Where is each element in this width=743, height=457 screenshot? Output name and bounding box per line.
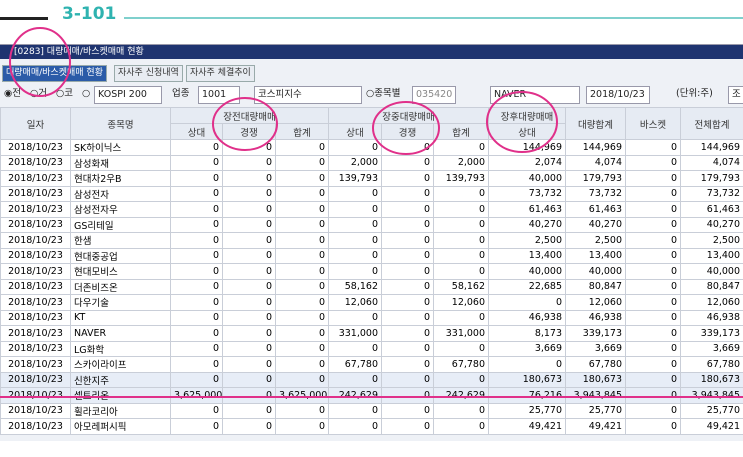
column-header: 전체합계 bbox=[680, 107, 743, 140]
highlight-circle bbox=[9, 27, 71, 97]
table-row: 2018/10/23 휠라코리아 0 0 0 0 0 0 25,770 25,770 0 25,770 bbox=[0, 402, 743, 419]
highlight-circle bbox=[212, 97, 278, 151]
column-header: 장후대량매매 bbox=[488, 107, 567, 124]
column-subheader: 경쟁 bbox=[222, 123, 276, 140]
number-cell: 0 bbox=[381, 371, 435, 388]
table-row: 2018/10/23 신한지주 0 0 0 0 0 0 180,673 180,673 0 180,6… bbox=[0, 371, 743, 388]
radio[interactable]: ○거 bbox=[30, 88, 48, 99]
radio-label: 전 bbox=[12, 88, 22, 99]
number-cell: 3,625,000 bbox=[274, 387, 330, 404]
number-cell: 0 bbox=[170, 371, 223, 388]
number-cell: 0 bbox=[433, 418, 490, 435]
table-row: 2018/10/23 한샘 0 0 0 0 0 0 2,500 2,500 0 2,500 bbox=[0, 232, 743, 249]
tab[interactable]: 대량매매/바스켓매매 현황 bbox=[2, 65, 107, 82]
radio[interactable]: ○코 bbox=[56, 88, 74, 99]
stock-code[interactable]: 035420 bbox=[412, 86, 456, 104]
tab[interactable]: 자사주 신청내역 bbox=[114, 65, 183, 82]
column-subheader: 경쟁 bbox=[381, 123, 435, 140]
radio-label: 종목별 bbox=[374, 88, 401, 99]
name-cell: 신한지주 bbox=[70, 371, 171, 388]
radio[interactable]: ◉전 bbox=[4, 88, 22, 99]
number-cell: 242,629 bbox=[433, 387, 490, 404]
number-cell: 0 bbox=[625, 387, 682, 404]
column-header: 장전대량매매 bbox=[169, 107, 330, 124]
highlight-circle bbox=[372, 101, 440, 155]
table-row: 2018/10/23 현대모비스 0 0 0 0 0 0 40,000 40,000 0 40,000 bbox=[0, 263, 743, 280]
number-cell: 0 bbox=[433, 371, 490, 388]
header-row: 상대 경쟁 합계 상대 경쟁 합계 상대 bbox=[1, 123, 743, 140]
radio[interactable]: ○ bbox=[82, 88, 91, 99]
number-cell: 3,943,845 bbox=[565, 387, 627, 404]
section-number: 3-101 bbox=[62, 4, 117, 24]
date[interactable]: 2018/10/23 bbox=[586, 86, 650, 104]
column-header: 종목명 bbox=[70, 107, 171, 140]
number-cell: 49,421 bbox=[680, 418, 743, 435]
number-cell: 0 bbox=[274, 418, 330, 435]
sector-code[interactable]: 1001 bbox=[198, 86, 240, 104]
column-subheader: 합계 bbox=[274, 123, 330, 140]
number-cell: 0 bbox=[381, 418, 435, 435]
table-row: 2018/10/23 삼성전자우 0 0 0 0 0 0 61,463 61,463 0 61,463 bbox=[0, 201, 743, 218]
sector-name: 코스피지수 bbox=[254, 86, 362, 104]
query-button[interactable]: 조 bbox=[728, 86, 743, 104]
column-subheader: 합계 bbox=[433, 123, 490, 140]
sector-label: 업종 bbox=[172, 88, 190, 99]
highlight-circle bbox=[486, 91, 558, 153]
number-cell: 0 bbox=[274, 371, 330, 388]
unit: (단위:주) bbox=[676, 88, 713, 99]
table-row: 2018/10/23 GS리테일 0 0 0 0 0 0 40,270 40,270 0 40,270 bbox=[0, 216, 743, 233]
column-header: 일자 bbox=[0, 107, 71, 140]
rule bbox=[0, 17, 48, 20]
header-row: 일자 종목명 장전대량매매 장중대량매매 장후대량매매 대량합계 바스켓 전체합계 bbox=[0, 107, 743, 140]
number-cell: 3,625,000 bbox=[170, 387, 223, 404]
table-row: 2018/10/23 아모레퍼시픽 0 0 0 0 0 0 49,421 49,421 0 49,42… bbox=[0, 418, 743, 435]
index-select[interactable]: KOSPI 200 bbox=[94, 86, 162, 104]
radio-label: 거 bbox=[38, 88, 48, 99]
tab[interactable]: 자사주 체결추이 bbox=[186, 65, 255, 82]
radio[interactable]: ○종목별 bbox=[366, 88, 401, 99]
date-cell: 2018/10/23 bbox=[0, 418, 71, 435]
name-cell: 아모레퍼시픽 bbox=[70, 418, 171, 435]
rule bbox=[124, 17, 743, 19]
number-cell: 180,673 bbox=[565, 371, 627, 388]
table-row: 2018/10/23 LG화학 0 0 0 0 0 0 3,669 3,669 0 3,669 bbox=[0, 340, 743, 357]
column-subheader: 상대 bbox=[328, 123, 383, 140]
number-cell: 49,421 bbox=[488, 418, 567, 435]
column-subheader: 상대 bbox=[488, 123, 567, 140]
window-title: [0283] 대량매매/바스켓매매 현황 bbox=[0, 45, 743, 59]
radio-label: 코 bbox=[64, 88, 74, 99]
window: [0283] 대량매매/바스켓매매 현황 대량매매/바스켓매매 현황 자사주 신… bbox=[0, 44, 743, 441]
table-row: 2018/10/23 NAVER 0 0 0 331,000 0 331,000 8,173 33… bbox=[0, 325, 743, 342]
number-cell: 0 bbox=[625, 418, 682, 435]
column-header: 바스켓 bbox=[625, 107, 682, 140]
data-table: 일자 종목명 장전대량매매 장중대량매매 장후대량매매 대량합계 바스켓 전체합계 상대 경쟁 합계… bbox=[0, 107, 743, 435]
number-cell: 76,216 bbox=[488, 387, 567, 404]
table-row: 2018/10/23 SK하이닉스 0 0 0 0 0 0 144,969 144,969 0 144… bbox=[0, 139, 743, 156]
column-header: 대량합계 bbox=[565, 107, 627, 140]
table-row: 2018/10/23 다우기술 0 0 0 12,060 0 12,060 0 12,060 0 12… bbox=[0, 294, 743, 311]
table-row: 2018/10/23 KT 0 0 0 0 0 0 46,938 46,938 0 46,938 bbox=[0, 309, 743, 326]
